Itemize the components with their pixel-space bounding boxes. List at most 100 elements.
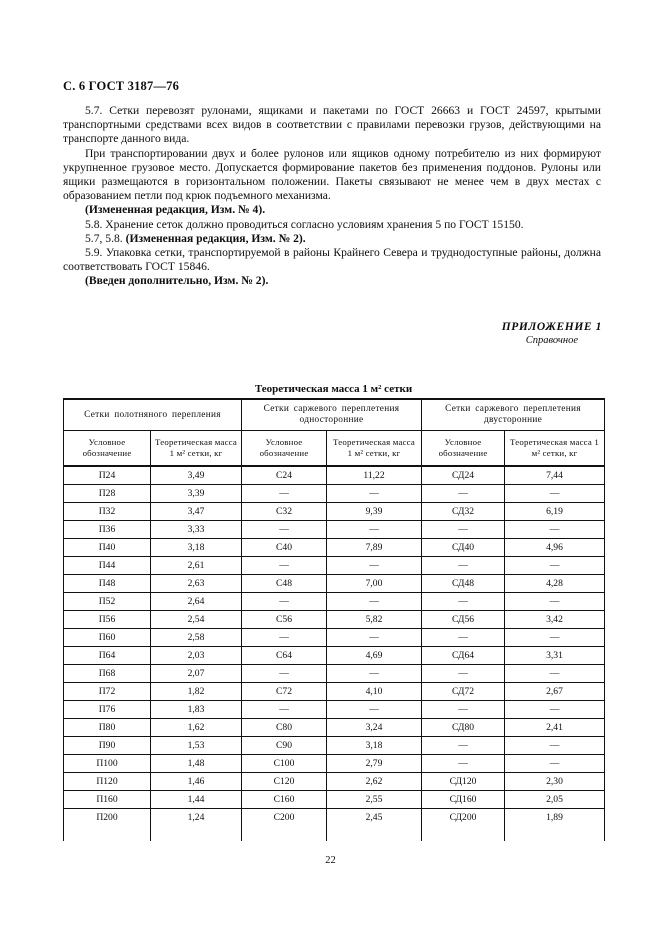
appendix-subtitle: Справочное <box>525 335 578 346</box>
table-cell: П100 <box>63 754 151 773</box>
table-cell: — <box>241 628 327 647</box>
table-cell: СД120 <box>421 772 505 791</box>
table-cell: — <box>421 520 505 539</box>
paragraph-segment: 5.9. Упаковка сетки, транспортируемой в … <box>63 246 601 274</box>
table-row: П76 1,83— — — — <box>63 700 605 719</box>
table-cell: — <box>504 628 605 647</box>
table-cell: 3,18 <box>326 736 422 755</box>
table-cell: П40 <box>63 538 151 557</box>
table-cell: 2,55 <box>326 790 422 809</box>
table-cell: 9,39 <box>326 502 422 521</box>
table-cell: С40 <box>241 538 327 557</box>
paragraph-segment: 5.7. Сетки перевозят рулонами, ящиками и… <box>63 104 601 146</box>
table-cell: 5,82 <box>326 610 422 629</box>
column-header-mass: Теоретическая масса 1 м² сетки, кг <box>326 430 422 467</box>
group-header-plain-weave: Сетки полотняного перепления <box>63 399 242 431</box>
table-cell: — <box>326 556 422 575</box>
mass-table: Сетки полотняного перепления Сетки сарже… <box>63 398 606 841</box>
table-cell: П120 <box>63 772 151 791</box>
table-cell: — <box>326 484 422 503</box>
table-row: П52 2,64— — — — <box>63 592 605 611</box>
table-row: П64 2,03 С64 4,69 СД64 3,31 <box>63 646 605 665</box>
table-cell: СД64 <box>421 646 505 665</box>
table-cell: 4,28 <box>504 574 605 593</box>
column-header-mass: Теоретическая масса 1 м² сетки, кг <box>149 430 242 467</box>
table-cell: 2,07 <box>149 664 242 683</box>
table-cell: С160 <box>241 790 327 809</box>
table-cell: 2,03 <box>149 646 242 665</box>
table-cell: — <box>421 754 505 773</box>
table-cell: П76 <box>63 700 151 719</box>
table-cell: 4,69 <box>326 646 422 665</box>
table-cell: 2,79 <box>326 754 422 773</box>
table-cell: СД24 <box>421 466 505 485</box>
table-cell: 3,47 <box>149 502 242 521</box>
table-row: П100 1,48 С100 2,79— — <box>63 754 605 773</box>
table-cell: 1,46 <box>149 772 242 791</box>
table-cell: П68 <box>63 664 151 683</box>
table-cell: 4,96 <box>504 538 605 557</box>
table-cell: 2,58 <box>149 628 242 647</box>
table-cell: 1,48 <box>149 754 242 773</box>
table-cell: 2,05 <box>504 790 605 809</box>
table-cell: 7,00 <box>326 574 422 593</box>
table-cell: — <box>504 736 605 755</box>
table-cell: СД48 <box>421 574 505 593</box>
column-header-designation: Условное обозначение <box>421 430 505 467</box>
page-header: С. 6 ГОСТ 3187—76 <box>63 79 180 93</box>
table-cell: СД56 <box>421 610 505 629</box>
table-cell: П48 <box>63 574 151 593</box>
table-cell: — <box>241 520 327 539</box>
table-cell: — <box>421 664 505 683</box>
table-row: П72 1,82 С72 4,10 СД72 2,67 <box>63 682 605 701</box>
table-cell: П36 <box>63 520 151 539</box>
table-row: П200 1,24 С200 2,45 СД200 1,89 <box>63 808 605 841</box>
table-cell: — <box>241 664 327 683</box>
table-row: П80 1,62 С80 3,24 СД80 2,41 <box>63 718 605 737</box>
table-row: П48 2,63 С48 7,00 СД48 4,28 <box>63 574 605 593</box>
table-cell: СД40 <box>421 538 505 557</box>
table-cell: С48 <box>241 574 327 593</box>
table-group-header-row: Сетки полотняного перепления Сетки сарже… <box>63 399 605 431</box>
table-row: П160 1,44 С160 2,55 СД160 2,05 <box>63 790 605 809</box>
table-row: П90 1,53 С90 3,18— — <box>63 736 605 755</box>
column-header-mass: Теоретическая масса 1 м² сетки, кг <box>504 430 605 467</box>
table-cell: П32 <box>63 502 151 521</box>
table-row: П28 3,39— — — — <box>63 484 605 503</box>
table-cell: — <box>504 700 605 719</box>
table-cell: — <box>421 700 505 719</box>
table-cell: С72 <box>241 682 327 701</box>
table-cell: С200 <box>241 808 327 841</box>
table-cell: — <box>504 664 605 683</box>
table-cell: — <box>241 484 327 503</box>
table-cell: — <box>326 700 422 719</box>
paragraph: При транспортировании двух и более рулон… <box>63 147 601 204</box>
table-cell: П160 <box>63 790 151 809</box>
table-cell: 3,49 <box>149 466 242 485</box>
table-cell: 1,24 <box>149 808 242 841</box>
page-number: 22 <box>325 855 336 866</box>
table-cell: 2,63 <box>149 574 242 593</box>
table-cell: П24 <box>98 470 116 481</box>
table-cell: П60 <box>63 628 151 647</box>
table-cell: — <box>504 484 605 503</box>
table-row: П44 2,61— — — — <box>63 556 605 575</box>
table-cell: 3,42 <box>504 610 605 629</box>
table-cell: СД200 <box>421 808 505 841</box>
table-cell: — <box>241 592 327 611</box>
column-header-designation: Условное обозначение <box>63 430 151 467</box>
table-cell: СД72 <box>421 682 505 701</box>
table-cell: 2,54 <box>149 610 242 629</box>
table-row: П36 3,33— — — — <box>63 520 605 539</box>
table-title: Теоретическая масса 1 м² сетки <box>254 383 413 395</box>
table-cell: 2,41 <box>504 718 605 737</box>
table-row: П40 3,18 С40 7,89 СД40 4,96 <box>63 538 605 557</box>
table-cell: 6,19 <box>504 502 605 521</box>
table-row: П60 2,58— — — — <box>63 628 605 647</box>
table-cell: С32 <box>241 502 327 521</box>
table-cell: — <box>504 556 605 575</box>
table-cell: — <box>326 628 422 647</box>
table-cell: С120 <box>241 772 327 791</box>
paragraph: (Введен дополнительно, Изм. № 2). <box>63 274 601 288</box>
table-cell: 2,64 <box>149 592 242 611</box>
